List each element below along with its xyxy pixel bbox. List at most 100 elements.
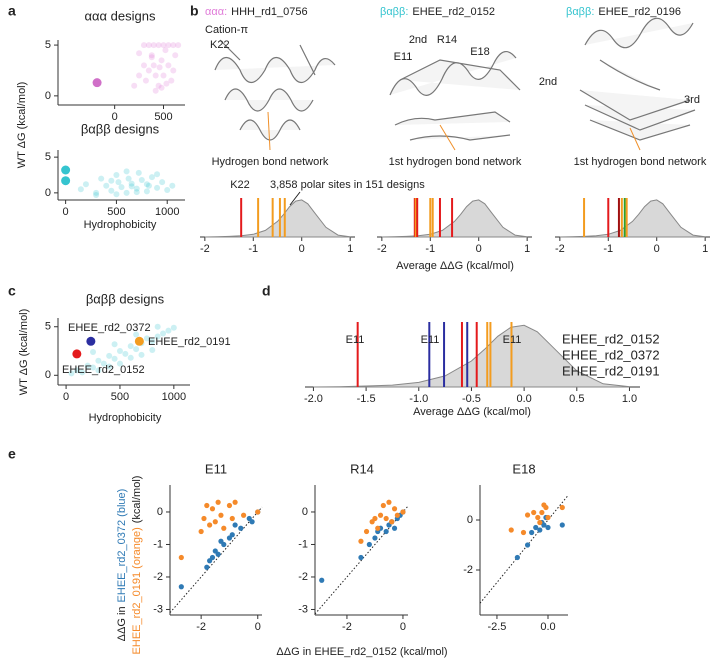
y-tick-label: 0 — [45, 369, 51, 381]
y-tick-label: 0 — [157, 506, 163, 518]
point — [90, 364, 97, 371]
density-area — [381, 199, 528, 238]
point — [68, 370, 75, 377]
point — [533, 524, 539, 531]
structure-title: βαββ: EHEE_rd2_0152 — [380, 6, 495, 18]
point — [150, 62, 157, 69]
point — [148, 54, 155, 61]
point — [229, 532, 235, 538]
point — [73, 367, 80, 374]
density-area — [204, 199, 351, 238]
x-axis-label: ΔΔG in EHEE_rd2_0152 (kcal/mol) — [276, 646, 447, 658]
point — [158, 84, 165, 91]
point — [128, 183, 135, 190]
point — [115, 179, 122, 186]
point — [150, 42, 157, 49]
annotation-leader — [289, 191, 301, 206]
point — [136, 50, 143, 57]
y-tick-label: 5 — [45, 151, 51, 163]
x-tick-label: 1000 — [162, 391, 186, 403]
structure-prefix: βαββ: — [380, 6, 408, 18]
point — [400, 509, 406, 515]
y-tick-label: -1 — [298, 538, 308, 550]
point — [170, 324, 177, 331]
point — [363, 528, 370, 535]
point — [82, 181, 89, 188]
point — [143, 188, 150, 195]
point — [164, 187, 171, 193]
point — [123, 189, 130, 196]
point — [113, 172, 120, 178]
y-label-part: (kcal/mol) — [131, 476, 143, 524]
point — [160, 72, 167, 79]
point — [135, 169, 142, 176]
x-tick-label: -2 — [196, 621, 206, 633]
point — [229, 515, 235, 522]
point — [145, 182, 152, 189]
annotation-leader — [267, 111, 271, 151]
point — [158, 57, 165, 64]
y-label-part: EHEE_rd2_0191 (orange) — [131, 527, 143, 654]
point — [372, 535, 378, 541]
x-tick-label: 0.0 — [540, 621, 555, 633]
point — [145, 67, 152, 74]
annotation-leader — [629, 127, 641, 151]
protein-cartoon — [214, 39, 336, 141]
point — [319, 577, 325, 583]
annotation: Cation-π — [205, 24, 248, 36]
x-axis-label: Hydrophobicity — [89, 412, 162, 424]
x-tick-label: -1 — [425, 243, 435, 255]
point — [108, 187, 115, 194]
point — [98, 175, 105, 182]
point — [154, 171, 161, 178]
point — [175, 42, 182, 49]
point — [170, 42, 177, 49]
point — [61, 176, 71, 186]
y-label-part: EHEE_rd2_0372 (blue) — [116, 489, 128, 603]
structure-prefix: βαββ: — [566, 6, 594, 18]
point — [514, 554, 520, 561]
x-tick-label: 500 — [107, 206, 125, 218]
point — [386, 499, 392, 505]
point — [201, 515, 207, 522]
y-tick-label: 0 — [45, 187, 51, 199]
y-axis-label: ΔΔG in EHEE_rd2_0372 (blue) — [116, 489, 128, 642]
point — [93, 189, 100, 196]
point — [103, 182, 110, 189]
point — [160, 330, 167, 337]
point — [149, 347, 156, 354]
point — [154, 333, 161, 340]
point — [198, 528, 204, 535]
panel-label: b — [190, 3, 199, 19]
y-tick-label: 5 — [45, 321, 51, 333]
panel-label: c — [8, 283, 16, 299]
point — [138, 177, 145, 183]
x-tick-label: 1 — [524, 243, 530, 255]
point — [529, 529, 535, 536]
structure-title: βαββ: EHEE_rd2_0196 — [566, 6, 681, 18]
point — [134, 336, 144, 346]
point — [108, 177, 115, 184]
point — [537, 527, 543, 533]
chart-title: ααα designs — [85, 8, 156, 23]
y-tick-label: -2 — [463, 564, 473, 576]
point — [212, 519, 218, 525]
y-axis-label: WT ΔG (kcal/mol) — [16, 82, 28, 169]
point — [118, 184, 125, 191]
point — [170, 67, 177, 74]
point — [95, 367, 102, 374]
point — [93, 192, 100, 198]
y-axis-label: EHEE_rd2_0191 (orange) (kcal/mol) — [131, 476, 143, 655]
panel-label: e — [8, 446, 16, 462]
point — [133, 185, 140, 192]
structure-prefix: ααα: — [205, 6, 227, 18]
point — [545, 524, 551, 531]
point — [204, 502, 210, 509]
point — [155, 82, 162, 89]
annotation: E11 — [421, 334, 440, 346]
point — [168, 77, 175, 84]
point — [358, 554, 364, 561]
x-tick-label: 1.0 — [622, 393, 637, 405]
point — [72, 349, 82, 359]
point — [545, 514, 551, 521]
